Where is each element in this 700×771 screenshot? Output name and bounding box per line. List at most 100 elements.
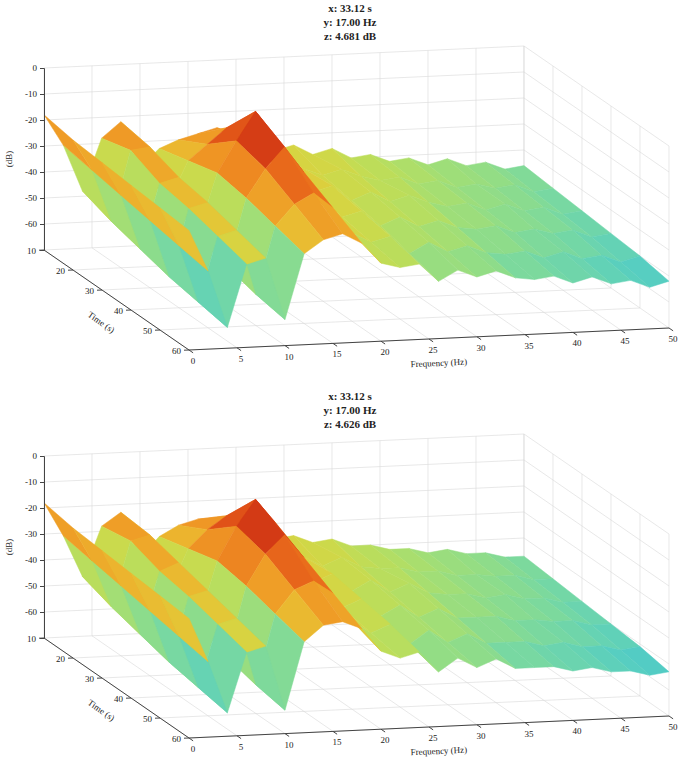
tick-mark [40,456,44,457]
tick-mark [573,332,577,335]
tick-mark [39,638,44,639]
tick-mark [333,343,337,346]
tick: -60 [25,219,44,229]
axis-title: (dB) [4,151,14,168]
tick: -20 [25,115,44,125]
tick-label: -30 [25,141,37,151]
chart-svg: -60 -50 -40 -30 -20 -10 0 (dB) 10 20 30 40 50 60 Time … [0,0,700,771]
tick-label: 35 [525,341,535,351]
tick-label: -60 [25,607,37,617]
surface [44,111,669,327]
tick-label: -10 [25,477,37,487]
axis-title: Time (s) [86,697,117,723]
tick-label: 50 [669,722,679,732]
z-axis: -60-50-40-30-20-100 [25,451,45,638]
tick-label: -20 [25,115,37,125]
tick-mark [525,335,529,338]
tick-mark [669,328,673,331]
grid-line [524,460,669,560]
tick-mark [237,736,241,739]
tick: -60 [25,607,44,617]
tick-mark [237,348,241,351]
tick-mark [184,738,189,739]
tick-label: -20 [25,503,37,513]
tick: -40 [25,555,44,565]
tick-mark [40,534,44,535]
tick-label: 35 [525,729,535,739]
grid-line [669,146,670,328]
tick-mark [333,731,337,734]
tick-label: 30 [85,674,95,684]
tick-mark [40,146,44,147]
grid-line [524,46,669,146]
tick-label: 25 [429,733,439,743]
tick-mark [525,723,529,726]
tick-label: -60 [25,219,37,229]
tick-label: 50 [143,714,153,724]
axis-line [44,250,189,350]
grid-line [44,434,524,456]
tick-label: -40 [25,555,37,565]
tick-label: 10 [27,246,37,256]
grid [44,46,669,350]
grid-line [44,486,524,508]
annotation-line: y: 17.00 Hz [324,404,377,416]
tick-mark [40,224,44,225]
tick-mark [68,270,73,271]
tick-label: 20 [56,654,66,664]
panel: -60-50-40-30-20-100(dB)102030405060Time … [4,390,678,757]
grid-line [44,46,524,68]
tick-mark [40,586,44,587]
y-axis: 102030405060 [27,246,189,356]
tick-mark [40,94,44,95]
grid-line [160,696,640,718]
axis-title: (dB) [4,539,14,556]
tick-mark [477,337,481,340]
grid-line [524,486,669,586]
surface-cell [131,185,179,246]
tick-mark [126,698,131,699]
tick-label: 30 [477,731,487,741]
annotation-line: y: 17.00 Hz [324,16,377,28]
surface-cell [179,637,227,713]
surface-cell [160,596,208,662]
tick-label: 30 [85,286,95,296]
tick-mark [429,727,433,730]
surface-cell [73,140,121,196]
tick-label: 20 [381,735,391,745]
grid-line [44,460,524,482]
tick-label: 60 [172,734,182,744]
tick-mark [189,738,193,741]
grid-line [44,98,524,120]
tick: -10 [25,477,44,487]
tick-label: 15 [333,349,343,359]
annotation: x: 33.12 sy: 17.00 Hzz: 4.626 dB [324,390,377,430]
surface-cell [179,246,227,328]
tick-label: 0 [33,63,38,73]
chart-root: -60 -50 -40 -30 -20 -10 0 (dB) 10 20 30 40 50 60 Time … [0,0,700,771]
tick-label: -50 [25,193,37,203]
tick-mark [621,718,625,721]
axis-line [44,638,189,738]
axis-title: Time (s) [86,309,117,335]
tick-label: 10 [285,352,295,362]
tick-label: 45 [621,724,631,734]
tick: -10 [25,89,44,99]
annotation-line: z: 4.626 dB [324,418,377,430]
tick-label: 40 [114,306,124,316]
tick-label: -30 [25,529,37,539]
tick-mark [40,172,44,173]
tick-label: -50 [25,581,37,591]
tick-label: 60 [172,346,182,356]
surface-cell [333,208,381,264]
tick-label: 10 [27,634,37,644]
tick-mark [126,310,131,311]
tick-label: 50 [669,334,679,344]
grid-line [524,72,669,172]
axis-line [40,457,45,639]
tick-label: 40 [573,726,583,736]
tick-mark [573,720,577,723]
surface-cell [73,528,121,586]
tick-label: 40 [114,694,124,704]
tick: -20 [25,503,44,513]
